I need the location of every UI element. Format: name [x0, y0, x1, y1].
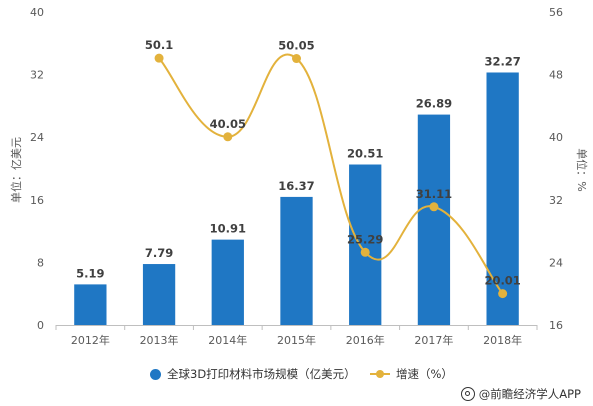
growth-value-label: 31.11: [416, 187, 452, 201]
bar: [142, 264, 176, 325]
bar-value-label: 32.27: [484, 54, 520, 68]
growth-point: [154, 53, 164, 63]
bar-value-label: 26.89: [416, 97, 452, 111]
left-y-tick-label: 32: [30, 69, 44, 82]
legend-item-bar: 全球3D打印材料市场规模（亿美元）: [150, 366, 356, 382]
growth-point: [360, 247, 370, 257]
x-tick-label: 2016年: [346, 333, 385, 347]
growth-value-label: 50.05: [278, 39, 314, 53]
bar-value-label: 10.91: [210, 222, 246, 236]
right-y-tick-label: 24: [549, 256, 563, 269]
growth-value-label: 50.1: [145, 38, 173, 52]
left-y-tick-label: 8: [37, 256, 44, 269]
bar: [74, 284, 107, 325]
bar: [280, 196, 313, 325]
left-y-tick-label: 40: [30, 6, 44, 19]
line-series: [154, 53, 508, 299]
right-y-tick-label: 56: [549, 6, 563, 19]
legend-item-line: 增速（%）: [370, 366, 453, 382]
wechat-icon: [460, 387, 475, 401]
source-text: @前瞻经济学人APP: [478, 387, 581, 401]
left-y-tick-label: 0: [37, 319, 44, 332]
combo-chart: 2012年 2013年 2014年 2015年 2016年 2017年 2018年 0 8 16 2…: [9, 6, 589, 347]
legend-line-label: 增速（%）: [396, 367, 453, 381]
x-tick-label: 2012年: [71, 333, 110, 347]
x-tick-label: 2017年: [414, 333, 453, 347]
bar: [211, 239, 244, 325]
growth-point: [223, 132, 233, 142]
growth-value-label: 25.29: [347, 232, 383, 246]
chart-axes: 2012年 2013年 2014年 2015年 2016年 2017年 2018年 0 8 16 2…: [30, 6, 563, 347]
right-y-tick-label: 48: [549, 69, 563, 82]
right-y-tick-label: 40: [549, 131, 563, 144]
growth-line: [158, 53, 504, 295]
bar-value-label: 7.79: [145, 246, 173, 260]
legend-line-swatch: [370, 368, 390, 380]
growth-point: [498, 289, 508, 299]
legend-bar-label: 全球3D打印材料市场规模（亿美元）: [167, 367, 356, 381]
growth-value-label: 20.01: [484, 274, 520, 288]
bar-value-label: 20.51: [347, 147, 383, 161]
left-axis-label: 单位：亿美元: [9, 137, 23, 203]
bar-series: [74, 72, 519, 326]
bar-value-label: 16.37: [278, 179, 314, 193]
data-labels: 5.19 7.79 10.91 16.37 20.51 26.89 32.27 50.1 40.…: [76, 38, 521, 287]
right-axis-label: 单位：%: [575, 148, 589, 191]
bar: [486, 72, 519, 326]
right-y-tick-label: 16: [549, 319, 563, 332]
growth-value-label: 40.05: [210, 117, 246, 131]
bar: [417, 114, 451, 325]
growth-point: [429, 202, 439, 212]
legend-bar-swatch: [150, 368, 161, 380]
bar-value-label: 5.19: [76, 266, 104, 280]
left-y-tick-label: 16: [30, 194, 44, 207]
right-y-tick-label: 32: [549, 194, 563, 207]
x-tick-label: 2015年: [277, 333, 316, 347]
left-y-tick-label: 24: [30, 131, 44, 144]
growth-point: [292, 54, 301, 64]
legend: 全球3D打印材料市场规模（亿美元） 增速（%）: [0, 366, 593, 382]
x-tick-label: 2013年: [140, 333, 179, 347]
source-footer: @前瞻经济学人APP: [460, 386, 581, 402]
x-tick-label: 2018年: [483, 333, 522, 347]
bar: [349, 164, 382, 325]
x-tick-label: 2014年: [208, 333, 247, 347]
